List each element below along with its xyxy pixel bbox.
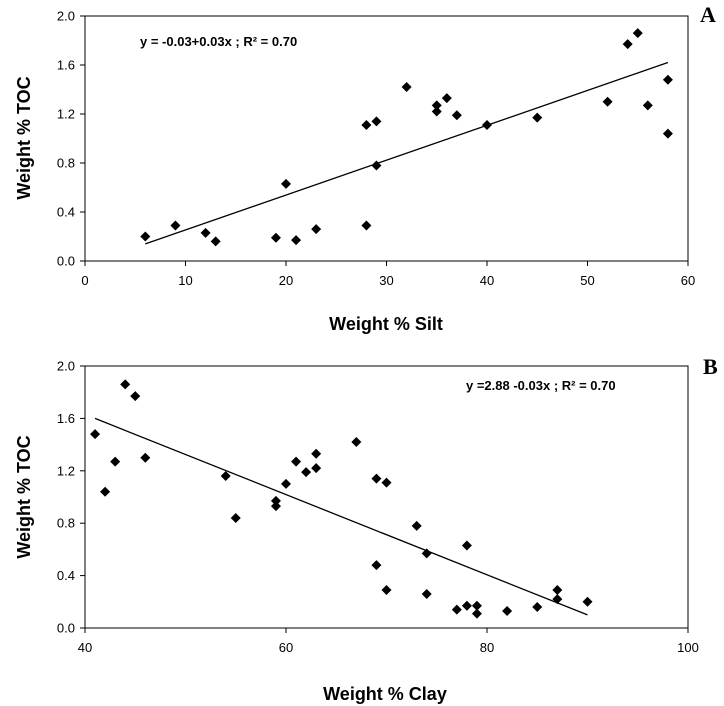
y-tick-label: 1.2 <box>57 463 75 478</box>
data-point <box>361 220 372 231</box>
x-tick-label: 10 <box>178 273 192 288</box>
regression-equation: y =2.88 -0.03x ; R² = 0.70 <box>466 378 616 393</box>
data-point <box>361 120 372 131</box>
tick-layer: 0.0 0.4 0.8 1.2 1.6 2.0 0 10 20 30 40 50 60 <box>57 9 695 289</box>
data-point <box>270 501 281 512</box>
data-point <box>291 456 302 467</box>
plot-frame <box>84 365 689 629</box>
panel-b: 0.0 0.4 0.8 1.2 1.6 2.0 40 60 80 100 y =2.88 -0.0… <box>14 354 718 704</box>
panel-a: 0.0 0.4 0.8 1.2 1.6 2.0 0 10 20 30 40 50 60 y = -0.0… <box>14 2 716 334</box>
x-axis-title: Weight % Silt <box>329 314 443 334</box>
data-point <box>100 486 111 497</box>
data-point <box>130 391 141 402</box>
panel-letter: B <box>703 354 718 379</box>
data-point <box>471 608 482 619</box>
data-point <box>421 588 432 599</box>
data-point <box>311 463 322 474</box>
y-tick-label: 0.8 <box>57 156 75 171</box>
data-point <box>441 93 452 104</box>
y-tick-label: 0.0 <box>57 254 75 269</box>
data-point <box>461 540 472 551</box>
x-axis-title: Weight % Clay <box>323 684 447 704</box>
data-point <box>291 235 302 246</box>
data-point <box>632 28 643 39</box>
data-point <box>270 495 281 506</box>
data-point <box>381 585 392 596</box>
data-point <box>270 232 281 243</box>
data-point <box>532 602 543 613</box>
data-point <box>662 74 673 85</box>
x-tick-label: 40 <box>480 273 494 288</box>
y-tick-label: 0.4 <box>57 568 75 583</box>
y-axis-title: Weight % TOC <box>14 435 34 558</box>
data-point <box>532 112 543 123</box>
data-point <box>230 512 241 523</box>
x-tick-label: 60 <box>681 273 695 288</box>
point-layer <box>140 28 673 247</box>
y-tick-label: 2.0 <box>57 359 75 374</box>
data-point <box>411 520 422 531</box>
y-tick-label: 2.0 <box>57 9 75 24</box>
x-tick-label: 20 <box>279 273 293 288</box>
data-point <box>502 605 513 616</box>
trendline <box>94 417 588 616</box>
data-point <box>461 600 472 611</box>
trendline <box>145 61 669 245</box>
data-point <box>662 128 673 139</box>
panel-letter: A <box>700 2 716 27</box>
data-point <box>451 110 462 121</box>
data-point <box>622 39 633 50</box>
point-layer <box>90 379 593 619</box>
data-point <box>140 452 151 463</box>
data-point <box>371 560 382 571</box>
data-point <box>642 100 653 111</box>
x-tick-label: 0 <box>81 273 88 288</box>
y-tick-label: 1.6 <box>57 411 75 426</box>
data-point <box>401 82 412 93</box>
regression-equation: y = -0.03+0.03x ; R² = 0.70 <box>140 34 297 49</box>
data-point <box>281 178 291 189</box>
data-point <box>140 231 151 242</box>
data-point <box>210 236 221 247</box>
data-point <box>351 436 362 447</box>
data-point <box>281 478 291 489</box>
x-tick-label: 60 <box>279 640 293 655</box>
y-tick-label: 0.0 <box>57 621 75 636</box>
data-point <box>311 224 322 235</box>
data-point <box>170 220 181 231</box>
data-point <box>471 600 482 611</box>
y-tick-label: 1.2 <box>57 107 75 122</box>
x-tick-label: 100 <box>677 640 699 655</box>
data-point <box>200 227 211 238</box>
data-point <box>371 473 382 484</box>
x-tick-label: 50 <box>580 273 594 288</box>
y-axis-title: Weight % TOC <box>14 76 34 199</box>
data-point <box>220 471 231 482</box>
tick-layer: 0.0 0.4 0.8 1.2 1.6 2.0 40 60 80 100 <box>57 359 699 656</box>
data-point <box>552 585 563 596</box>
data-point <box>120 379 131 390</box>
data-point <box>90 429 101 440</box>
data-point <box>431 106 442 117</box>
data-point <box>311 448 322 459</box>
data-point <box>301 467 312 478</box>
data-point <box>582 596 593 607</box>
y-tick-label: 1.6 <box>57 58 75 73</box>
x-tick-label: 30 <box>379 273 393 288</box>
data-point <box>451 604 462 615</box>
data-point <box>110 456 121 467</box>
data-point <box>602 96 613 107</box>
data-point <box>421 548 432 559</box>
data-point <box>381 477 392 488</box>
data-point <box>371 116 382 127</box>
x-tick-label: 40 <box>78 640 92 655</box>
data-point <box>431 100 442 111</box>
y-tick-label: 0.4 <box>57 205 75 220</box>
y-tick-label: 0.8 <box>57 516 75 531</box>
x-tick-label: 80 <box>480 640 494 655</box>
